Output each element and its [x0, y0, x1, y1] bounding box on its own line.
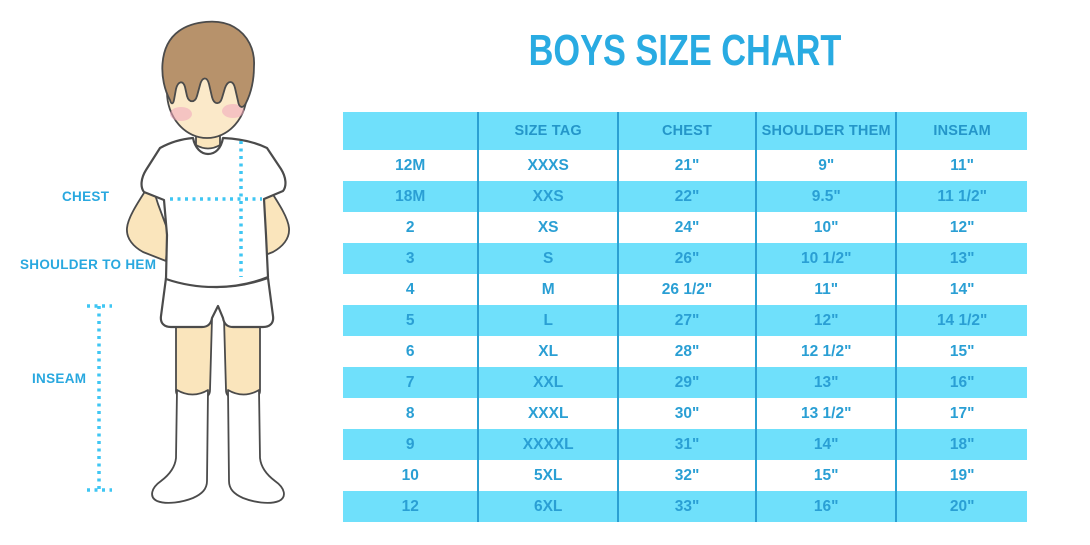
table-cell: 12M	[395, 156, 426, 174]
table-cell: 29"	[616, 367, 757, 398]
table-row: 3 S 26" 10 1/2" 13"	[343, 243, 1027, 274]
table-cell: 8	[405, 404, 415, 422]
table-cell: 6	[405, 342, 415, 360]
table-cell: 6XL	[477, 491, 618, 522]
table-cell: XXL	[477, 367, 618, 398]
boy-left-arm	[126, 181, 169, 262]
table-cell: 2	[405, 218, 415, 236]
table-cell: 16"	[895, 367, 1027, 398]
table-row: 18M XXS 22" 9.5" 11 1/2"	[343, 181, 1027, 212]
boy-right-blush	[222, 104, 244, 118]
table-row: 6 XL 28" 12 1/2" 15"	[343, 336, 1027, 367]
header-cell-inseam: INSEAM	[895, 112, 1027, 150]
page-title: BOYS SIZE CHART	[528, 26, 842, 75]
boy-figure-illustration	[87, 20, 290, 504]
table-cell: 11"	[895, 150, 1027, 181]
table-cell: 11"	[755, 274, 897, 305]
table-row: 12M XXXS 21" 9" 11"	[343, 150, 1027, 181]
table-cell: S	[477, 243, 618, 274]
table-cell: 12"	[755, 305, 897, 336]
table-cell: XXS	[477, 181, 618, 212]
table-cell: 15"	[755, 460, 897, 491]
table-cell: 30"	[616, 398, 757, 429]
size-table-header: SIZE TAG CHEST SHOULDER THEM INSEAM	[343, 112, 1027, 150]
table-cell: 5	[343, 305, 479, 336]
table-row: 9 XXXXL 31" 14" 18"	[343, 429, 1027, 460]
table-cell: 26 1/2"	[616, 274, 757, 305]
table-row: 7 XXL 29" 13" 16"	[343, 367, 1027, 398]
boy-left-blush	[170, 107, 192, 121]
boy-tshirt	[140, 136, 287, 289]
table-cell: 3	[343, 243, 479, 274]
table-cell: 28"	[616, 336, 757, 367]
table-cell: 31"	[616, 429, 757, 460]
table-cell: 13"	[755, 367, 897, 398]
header-cell-size-tag: SIZE TAG	[477, 112, 618, 150]
table-cell: 32"	[616, 460, 757, 491]
table-row: 5 L 27" 12" 14 1/2"	[343, 305, 1027, 336]
table-cell: 10"	[755, 212, 897, 243]
table-cell: 16"	[755, 491, 897, 522]
table-cell: XL	[477, 336, 618, 367]
table-cell: 26"	[616, 243, 757, 274]
table-cell: 13"	[895, 243, 1027, 274]
inseam-measure-label: INSEAM	[32, 371, 87, 386]
table-cell: 22"	[616, 181, 757, 212]
table-cell: 10	[401, 466, 419, 484]
table-row: 8 XXXL 30" 13 1/2" 17"	[343, 398, 1027, 429]
table-cell: L	[477, 305, 618, 336]
table-row: 2 XS 24" 10" 12"	[343, 212, 1027, 243]
table-cell: 21"	[616, 150, 757, 181]
measurement-lines	[87, 141, 262, 492]
header-row: SIZE TAG CHEST SHOULDER THEM INSEAM	[343, 112, 1027, 150]
table-cell: 14"	[895, 274, 1027, 305]
table-cell: 27"	[616, 305, 757, 336]
table-cell: 12"	[895, 212, 1027, 243]
table-cell: 11 1/2"	[895, 181, 1027, 212]
table-row: 12 6XL 33" 16" 20"	[343, 491, 1027, 522]
table-cell: 9	[343, 429, 479, 460]
table-cell: 9.5"	[755, 181, 897, 212]
table-cell: XXXL	[477, 398, 618, 429]
table-cell: 19"	[895, 460, 1027, 491]
figure-panel: CHEST SHOULDER TO HEM INSEAM	[0, 0, 343, 545]
shoulder-to-hem-measure-label: SHOULDER TO HEM	[20, 257, 157, 272]
table-cell: M	[477, 274, 618, 305]
table-cell: XXXXL	[477, 429, 618, 460]
boy-hair	[161, 20, 255, 108]
table-cell: 14 1/2"	[895, 305, 1027, 336]
table-cell: 15"	[895, 336, 1027, 367]
table-cell: XXXS	[477, 150, 618, 181]
table-cell: 9"	[755, 150, 897, 181]
table-cell: 4	[405, 280, 415, 298]
table-row: 4 M 26 1/2" 11" 14"	[343, 274, 1027, 305]
boy-left-sock	[151, 389, 209, 504]
table-cell: XS	[477, 212, 618, 243]
table-row: 10 5XL 32" 15" 19"	[343, 460, 1027, 491]
chest-measure-label: CHEST	[62, 189, 110, 204]
header-cell-size	[343, 112, 479, 150]
table-cell: 18"	[895, 429, 1027, 460]
table-cell: 5XL	[477, 460, 618, 491]
header-cell-shoulder-them: SHOULDER THEM	[755, 112, 897, 150]
table-cell: 7	[343, 367, 479, 398]
table-cell: 33"	[616, 491, 757, 522]
table-cell: 12 1/2"	[755, 336, 897, 367]
table-cell: 20"	[895, 491, 1027, 522]
table-cell: 18M	[343, 181, 479, 212]
size-table-body: 12M XXXS 21" 9" 11" 18M XXS 22" 9.5" 11 1/2" 2 XS 24…	[343, 150, 1027, 522]
boy-body	[126, 20, 290, 504]
table-cell: 10 1/2"	[755, 243, 897, 274]
table-cell: 17"	[895, 398, 1027, 429]
size-table: SIZE TAG CHEST SHOULDER THEM INSEAM 12M X…	[343, 112, 1027, 522]
table-cell: 14"	[755, 429, 897, 460]
table-cell: 12	[343, 491, 479, 522]
boy-right-sock	[227, 389, 285, 504]
table-cell: 24"	[616, 212, 757, 243]
table-cell: 13 1/2"	[755, 398, 897, 429]
header-cell-chest: CHEST	[616, 112, 757, 150]
